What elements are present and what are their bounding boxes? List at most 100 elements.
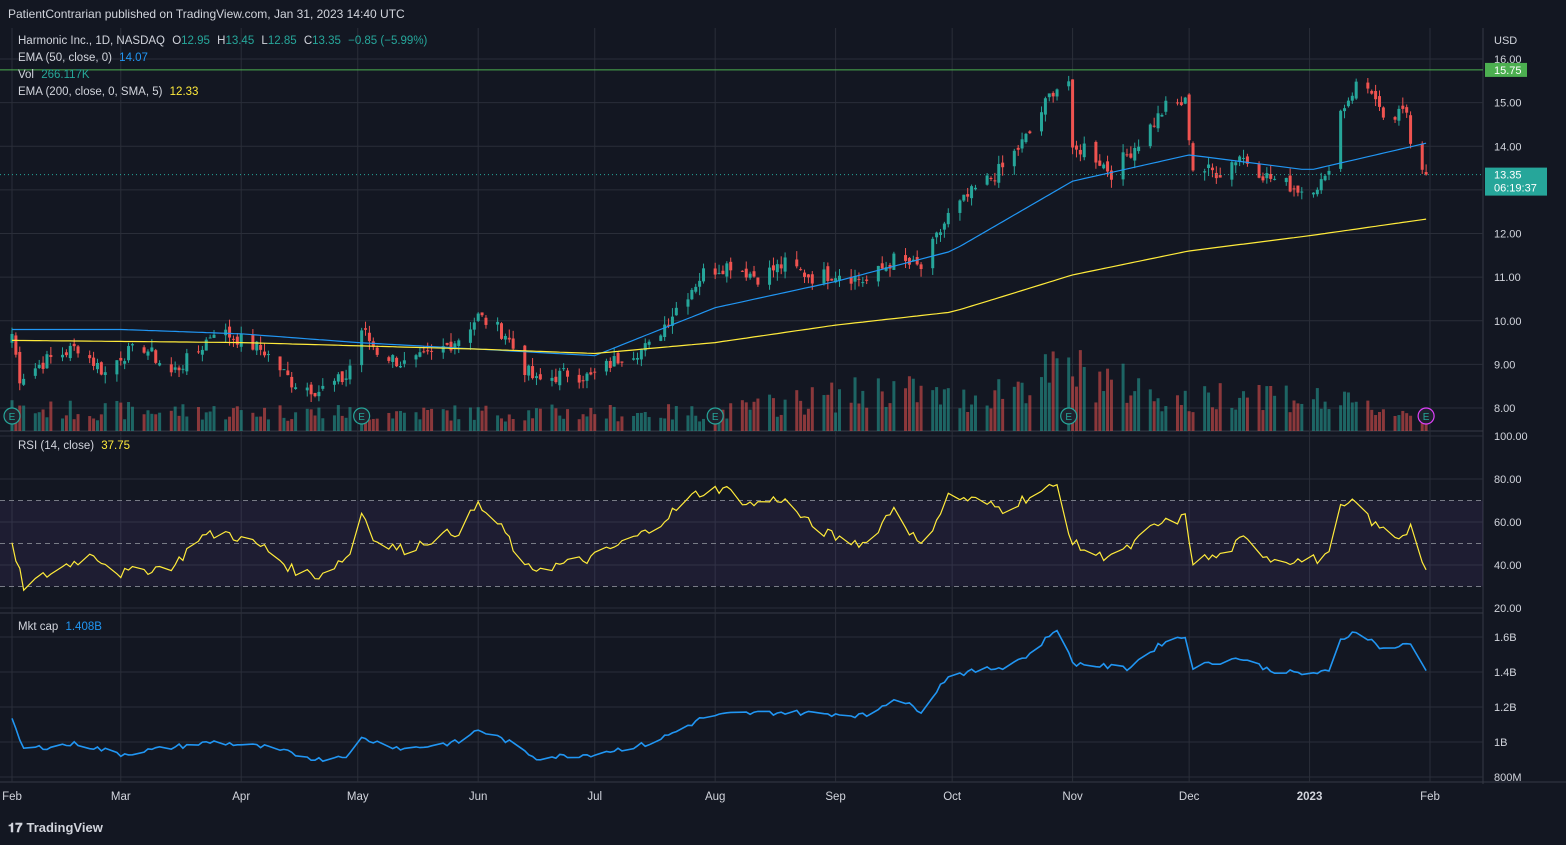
volume-bar — [1156, 398, 1160, 431]
candle-body — [500, 323, 504, 339]
mktcap-tick-label: 1B — [1494, 737, 1507, 749]
earnings-marker[interactable]: E — [1060, 407, 1078, 425]
candle-body — [880, 263, 884, 269]
candle-body — [422, 351, 426, 353]
candle-body — [1207, 164, 1211, 169]
candle-body — [861, 282, 865, 284]
candle-body — [534, 376, 538, 379]
ema50-legend[interactable]: EMA (50, close, 0) 14.07 — [18, 52, 152, 64]
volume-bar — [635, 412, 639, 431]
earnings-marker[interactable]: E — [1417, 407, 1435, 425]
earnings-marker[interactable]: E — [3, 407, 21, 425]
volume-bar — [1020, 382, 1024, 431]
earnings-marker[interactable]: E — [353, 407, 371, 425]
volume-bar — [690, 406, 694, 431]
candle-body — [496, 321, 500, 325]
candle-body — [795, 259, 799, 267]
volume-bar — [1121, 363, 1125, 431]
candle-body — [1028, 131, 1032, 134]
candle-body — [942, 223, 946, 230]
earnings-marker-ring — [1060, 407, 1078, 425]
candle-body — [1409, 115, 1413, 144]
volume-bar — [1183, 390, 1187, 431]
candle-body — [414, 355, 418, 360]
candle-body — [418, 352, 422, 357]
volume-bar — [694, 415, 698, 431]
rsi-legend[interactable]: RSI (14, close) 37.75 — [18, 440, 134, 452]
candle-body — [938, 232, 942, 235]
volume-bar — [472, 419, 476, 431]
volume-bar — [1137, 378, 1141, 431]
time-tick-label: May — [347, 791, 369, 803]
candle-body — [907, 257, 911, 265]
volume-bar — [511, 418, 515, 431]
candle-body — [1397, 108, 1401, 121]
candle-body — [1040, 112, 1044, 132]
candle-body — [779, 264, 783, 269]
candle-body — [169, 364, 173, 373]
volume-bar — [1098, 371, 1102, 431]
volume-legend[interactable]: Vol 266.117K — [18, 69, 94, 81]
volume-bar — [911, 378, 915, 431]
candle-body — [577, 374, 581, 383]
candle-body — [1377, 96, 1381, 107]
volume-bar — [632, 415, 636, 431]
volume-bar — [531, 418, 535, 431]
candle-body — [278, 356, 282, 371]
volume-bar — [585, 416, 589, 431]
volume-bar — [1016, 381, 1020, 431]
volume-bar — [181, 404, 185, 431]
candle-body — [1164, 100, 1168, 112]
candle-body — [1082, 143, 1086, 158]
volume-bar — [426, 409, 430, 431]
candle-body — [1012, 150, 1016, 167]
ema200-legend[interactable]: EMA (200, close, 0, SMA, 5) 12.33 — [18, 86, 202, 98]
volume-bar — [500, 418, 504, 431]
volume-bar — [1339, 405, 1343, 431]
publisher-line: PatientContrarian published on TradingVi… — [8, 7, 405, 21]
time-tick-label: Nov — [1062, 791, 1083, 803]
volume-bar — [61, 418, 65, 431]
candle-body — [321, 385, 325, 389]
volume-bar — [1074, 386, 1078, 431]
volume-bar — [581, 414, 585, 431]
volume-bar — [507, 414, 511, 431]
volume-bar — [1288, 412, 1292, 431]
price-legend[interactable]: Harmonic Inc., 1D, NASDAQ O12.95 H13.45 … — [18, 35, 431, 47]
candle-body — [670, 316, 674, 326]
volume-bar — [468, 407, 472, 431]
candle-body — [1129, 153, 1133, 158]
candle-body — [970, 186, 974, 199]
volume-bar — [612, 406, 616, 431]
candle-body — [1160, 114, 1164, 117]
earnings-marker[interactable]: E — [706, 407, 724, 425]
tradingview-logo-text: TradingView — [26, 820, 103, 835]
candle-body — [360, 330, 364, 366]
mktcap-legend[interactable]: Mkt cap 1.408B — [18, 621, 106, 633]
candle-body — [717, 272, 721, 274]
candle-body — [635, 357, 639, 360]
candle-body — [1230, 162, 1234, 180]
candle-body — [1269, 174, 1273, 179]
volume-bar — [1409, 415, 1413, 431]
candle-body — [305, 387, 309, 391]
candle-body — [239, 333, 243, 347]
volume-bar — [1214, 409, 1218, 431]
volume-bar — [593, 414, 597, 431]
volume-bar — [1273, 395, 1277, 431]
candle-body — [457, 340, 461, 347]
volume-bar — [674, 406, 678, 431]
price-tick-label: 11.00 — [1494, 272, 1521, 284]
volume-bar — [317, 407, 321, 431]
candle-body — [340, 371, 344, 383]
tradingview-logo[interactable]: 𝟏𝟕 TradingView — [8, 820, 103, 836]
candle-body — [620, 361, 624, 363]
volume-bar — [639, 412, 643, 431]
candle-body — [1094, 141, 1098, 163]
volume-bar — [799, 400, 803, 431]
candle-body — [1156, 113, 1160, 129]
volume-bar — [476, 407, 480, 431]
candle-body — [1043, 98, 1047, 115]
